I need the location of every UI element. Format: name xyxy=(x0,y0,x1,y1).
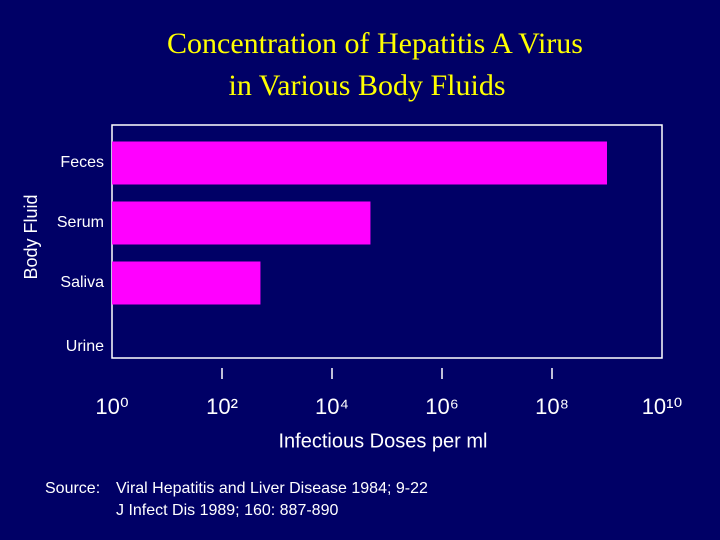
source: Viral Hepatitis and Liver Disease 1984; … xyxy=(116,480,428,497)
bar xyxy=(112,261,261,305)
bar xyxy=(112,141,607,185)
chart-title: Concentration of Hepatitis A Virus xyxy=(167,27,583,60)
y-tick-label: Saliva xyxy=(60,274,104,291)
x-axis-label: Infectious Doses per ml xyxy=(279,430,488,452)
x-tick-label: 10⁴ xyxy=(315,394,349,419)
source: J Infect Dis 1989; 160: 887-890 xyxy=(116,502,338,519)
y-tick-label: Serum xyxy=(57,214,104,231)
x-tick-label: 10⁶ xyxy=(425,394,459,419)
chart-title: in Various Body Fluids xyxy=(229,69,506,102)
x-tick-label: 10⁸ xyxy=(535,394,569,419)
x-tick-label: 10¹⁰ xyxy=(642,394,683,419)
y-tick-label: Urine xyxy=(66,338,104,355)
y-tick-label: Feces xyxy=(60,154,104,171)
source-label: Source: xyxy=(45,480,100,497)
y-axis-label: Body Fluid xyxy=(21,194,41,279)
x-tick-label: 10² xyxy=(206,394,238,419)
x-tick-label: 10⁰ xyxy=(95,394,128,419)
bar xyxy=(112,201,371,245)
